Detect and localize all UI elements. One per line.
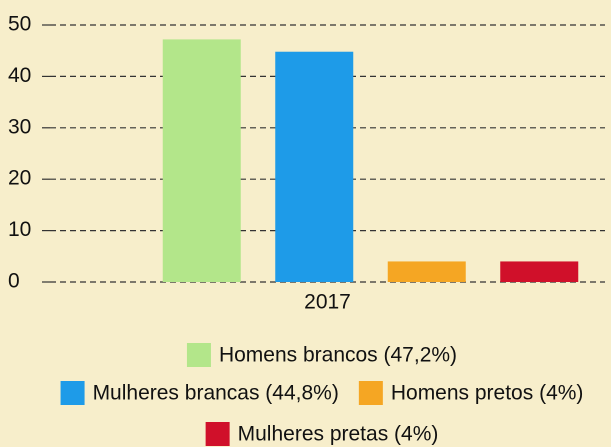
bar (500, 261, 579, 282)
legend-row: Mulheres pretas (4%) (205, 422, 439, 446)
legend-label: Homens brancos (47,2%) (219, 344, 457, 367)
legend-swatch (186, 343, 211, 367)
y-tick-label: 0 (8, 270, 20, 293)
bar (162, 39, 241, 282)
legend-swatch (205, 422, 230, 446)
legend-label: Mulheres pretas (4%) (238, 423, 439, 446)
y-tick-label: 40 (8, 64, 31, 87)
y-tick-label: 50 (8, 13, 31, 36)
bar (387, 261, 466, 282)
y-tick-label: 30 (8, 115, 31, 138)
bar (275, 51, 354, 283)
legend-label: Mulheres brancas (44,8%) (93, 382, 339, 405)
legend-row: Homens brancos (47,2%) (186, 343, 457, 367)
legend-swatch (60, 381, 85, 405)
y-tick-label: 20 (8, 167, 31, 190)
y-tick-label: 10 (8, 218, 31, 241)
legend-row: Mulheres brancas (44,8%) Homens pretos (4… (60, 381, 584, 405)
legend-swatch (358, 381, 383, 405)
x-tick-label: 2017 (304, 291, 351, 314)
legend-label: Homens pretos (4%) (391, 382, 584, 405)
